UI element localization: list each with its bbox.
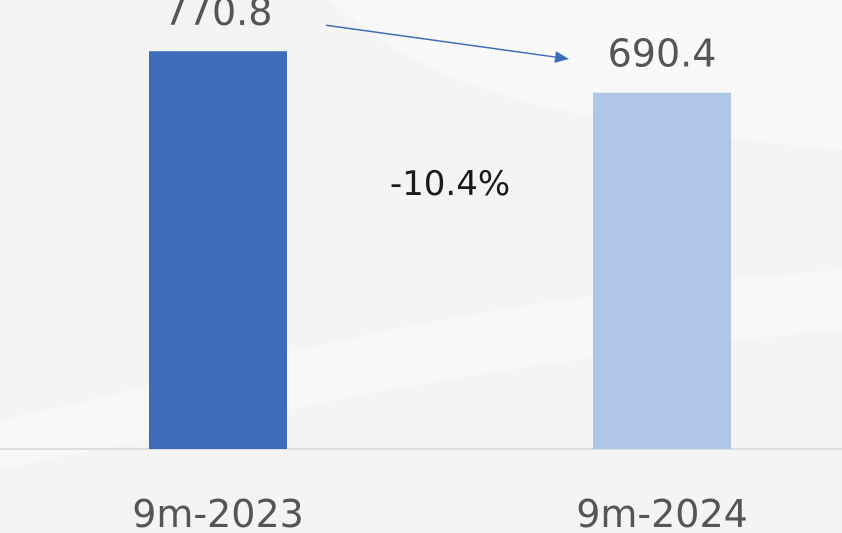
change-arrow	[325, 24, 569, 63]
category-label-9m-2023: 9m-2023	[132, 492, 304, 533]
category-label-9m-2024: 9m-2024	[576, 492, 748, 533]
change-percent-label: -10.4%	[390, 164, 510, 204]
value-label-9m-2023: 770.8	[164, 0, 273, 34]
value-label-9m-2024: 690.4	[608, 32, 717, 76]
bar-9m-2023	[149, 51, 287, 450]
bar-9m-2024	[593, 92, 731, 449]
